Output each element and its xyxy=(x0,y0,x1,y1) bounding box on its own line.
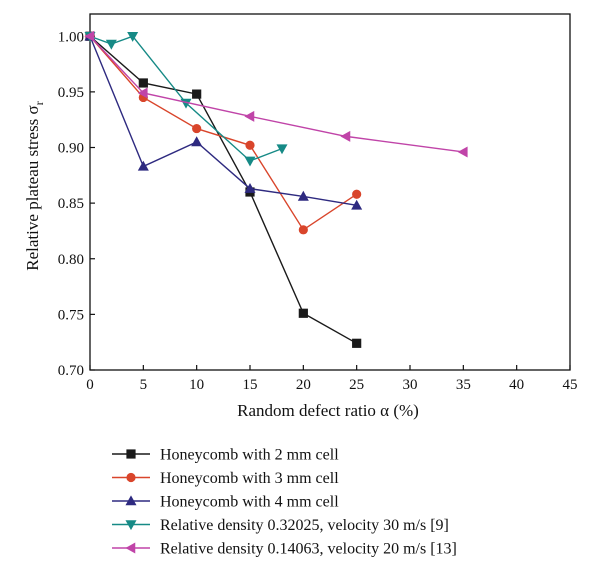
data-point xyxy=(352,189,362,199)
series-2 xyxy=(85,31,362,235)
x-tick-label: 30 xyxy=(403,377,418,393)
y-tick-label: 0.80 xyxy=(58,252,84,268)
legend-label: Relative density 0.32025, velocity 30 m/… xyxy=(160,517,449,534)
y-tick-label: 0.90 xyxy=(58,141,84,157)
y-tick-label: 0.95 xyxy=(58,85,84,101)
x-tick-label: 25 xyxy=(349,377,364,393)
legend-item-2: Honeycomb with 3 mm cell xyxy=(112,470,339,487)
legend-label: Honeycomb with 2 mm cell xyxy=(160,447,339,464)
legend-item-3: Honeycomb with 4 mm cell xyxy=(112,494,339,511)
y-tick-label: 1.00 xyxy=(58,29,84,45)
x-tick-label: 45 xyxy=(563,377,578,393)
legend-item-5: Relative density 0.14063, velocity 20 m/… xyxy=(112,541,457,558)
data-point xyxy=(244,156,256,167)
legend-marker xyxy=(126,472,136,483)
x-tick-label: 15 xyxy=(243,377,258,393)
legend-marker xyxy=(125,495,137,506)
data-point xyxy=(127,31,139,42)
data-point xyxy=(457,146,468,158)
data-point xyxy=(298,225,308,235)
series-line xyxy=(89,35,357,207)
data-point xyxy=(352,338,362,348)
data-point xyxy=(191,136,203,147)
y-tick-label: 0.70 xyxy=(58,363,84,379)
legend-label: Relative density 0.14063, velocity 20 m/… xyxy=(160,541,457,558)
data-point xyxy=(298,308,308,318)
legend-label: Honeycomb with 3 mm cell xyxy=(160,470,339,487)
y-axis-title-main: Relative plateau stress σ xyxy=(23,105,42,270)
legend-marker xyxy=(126,449,136,459)
plot-frame xyxy=(89,13,571,371)
legend-item-4: Relative density 0.32025, velocity 30 m/… xyxy=(112,517,449,534)
series-5 xyxy=(84,30,468,158)
y-axis-title-subscript: r xyxy=(32,101,46,105)
data-point xyxy=(192,123,202,134)
x-tick-label: 10 xyxy=(189,377,204,393)
y-tick-label: 0.75 xyxy=(58,307,84,323)
data-point xyxy=(105,39,117,50)
data-point xyxy=(351,199,363,210)
legend-item-1: Honeycomb with 2 mm cell xyxy=(112,447,339,464)
legend: Honeycomb with 2 mm cell Honeycomb with 3… xyxy=(112,447,457,558)
data-point xyxy=(137,160,149,171)
axes: 0 5 10 15 20 25 30 35 40 45 0.70 0.75 0.80 0.85 0.90 0.… xyxy=(58,13,578,393)
data-point xyxy=(244,110,255,122)
data-point xyxy=(297,190,309,201)
data-point xyxy=(137,87,148,99)
data-point xyxy=(276,144,288,155)
x-tick-label: 40 xyxy=(509,377,524,393)
x-axis-title: Random defect ratio α (%) xyxy=(237,401,419,420)
y-tick-label: 0.85 xyxy=(58,196,84,212)
series-3 xyxy=(84,30,363,210)
y-axis-title: Relative plateau stress σr xyxy=(23,101,46,270)
x-tick-label: 5 xyxy=(140,377,148,393)
legend-marker xyxy=(125,542,136,554)
x-tick-label: 20 xyxy=(296,377,311,393)
series-line xyxy=(89,35,358,344)
data-point xyxy=(192,89,202,99)
x-tick-label: 35 xyxy=(456,377,471,393)
legend-label: Honeycomb with 4 mm cell xyxy=(160,494,339,511)
x-tick-label: 0 xyxy=(86,377,94,393)
data-point xyxy=(84,30,95,42)
series-group xyxy=(84,30,468,348)
data-point xyxy=(138,78,148,88)
data-point xyxy=(340,130,351,142)
data-point xyxy=(245,140,255,150)
legend-marker xyxy=(125,520,137,531)
data-point xyxy=(244,183,256,193)
